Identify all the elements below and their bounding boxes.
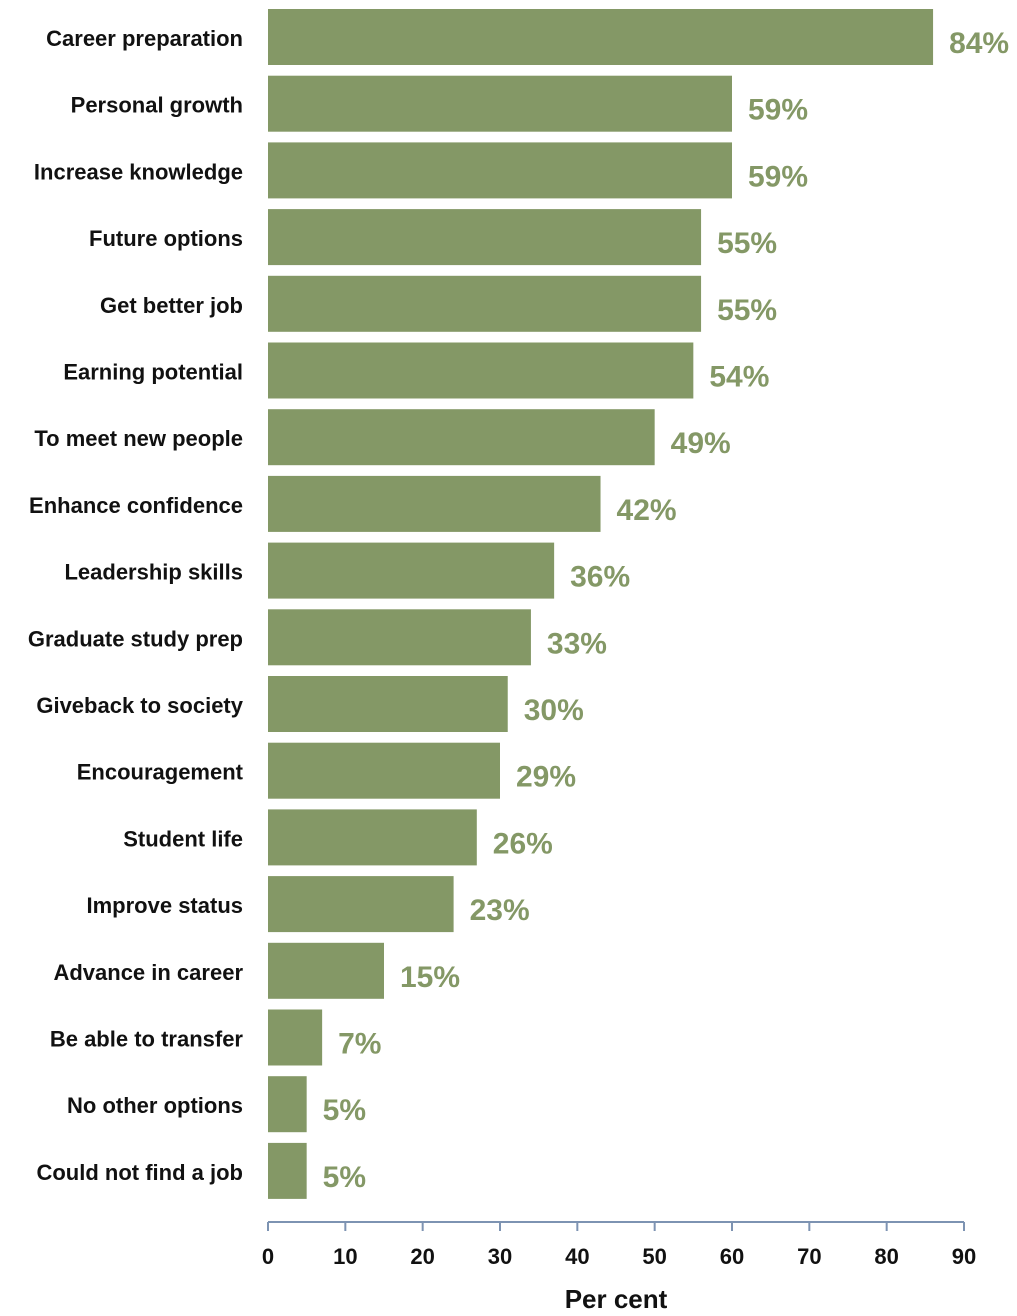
data-label: 26% (493, 827, 553, 860)
category-label: Increase knowledge (34, 159, 243, 184)
category-label: Student life (123, 826, 243, 851)
bar (268, 409, 655, 466)
category-label: Enhance confidence (29, 493, 243, 518)
bar (268, 142, 732, 199)
data-label: 55% (717, 294, 777, 327)
category-label: No other options (67, 1093, 243, 1118)
data-label: 55% (717, 227, 777, 260)
data-label: 36% (570, 561, 630, 594)
category-label: Could not find a job (36, 1160, 243, 1185)
category-labels: Career preparation Personal growth Increas… (28, 26, 244, 1185)
x-tick-label: 20 (410, 1244, 434, 1269)
data-label: 5% (323, 1094, 366, 1127)
category-label: Future options (89, 226, 243, 251)
x-tick-label: 0 (262, 1244, 274, 1269)
category-label: To meet new people (34, 426, 243, 451)
category-label: Encouragement (77, 760, 244, 785)
data-label: 59% (748, 160, 808, 193)
category-label: Career preparation (46, 26, 243, 51)
data-label: 54% (709, 361, 769, 394)
bar (268, 1142, 307, 1199)
data-label: 59% (748, 94, 808, 127)
x-tick-label: 70 (797, 1244, 821, 1269)
bar (268, 275, 702, 332)
bar (268, 9, 934, 65)
x-axis-ticks: 0 10 20 30 40 50 60 70 80 90 (262, 1222, 976, 1269)
data-label: 49% (671, 427, 731, 460)
category-label: Personal growth (71, 93, 243, 118)
x-axis-title: Per cent (565, 1284, 668, 1314)
bar (268, 475, 601, 532)
category-label: Graduate study prep (28, 626, 243, 651)
bar (268, 1076, 307, 1133)
data-label: 29% (516, 761, 576, 794)
x-tick-label: 50 (642, 1244, 666, 1269)
bars-group (268, 9, 934, 1199)
category-label: Earning potential (63, 360, 243, 385)
bar (268, 542, 555, 599)
value-labels: 84% 59% 59% 55% 55% 54% 49% 42% 36% 33% 30% 29% 26% 2… (323, 27, 1009, 1194)
x-tick-label: 80 (874, 1244, 898, 1269)
data-label: 7% (338, 1028, 381, 1061)
category-label: Get better job (100, 293, 243, 318)
bar (268, 209, 702, 266)
category-label: Advance in career (53, 960, 243, 985)
bar (268, 942, 384, 999)
data-label: 23% (470, 894, 530, 927)
bar (268, 876, 454, 933)
x-axis: 0 10 20 30 40 50 60 70 80 90 (262, 1221, 976, 1269)
data-label: 84% (949, 27, 1009, 60)
category-label: Improve status (87, 893, 244, 918)
bar (268, 1009, 323, 1066)
x-tick-label: 10 (333, 1244, 357, 1269)
x-tick-label: 30 (488, 1244, 512, 1269)
bar (268, 742, 500, 799)
category-label: Giveback to society (36, 693, 243, 718)
bar (268, 809, 477, 866)
x-tick-label: 40 (565, 1244, 589, 1269)
bar (268, 75, 732, 132)
x-tick-label: 90 (952, 1244, 976, 1269)
data-label: 30% (524, 694, 584, 727)
data-label: 42% (617, 494, 677, 527)
data-label: 15% (400, 961, 460, 994)
x-tick-label: 60 (720, 1244, 744, 1269)
bar (268, 342, 694, 399)
bar (268, 676, 508, 732)
category-label: Be able to transfer (50, 1027, 244, 1052)
category-label: Leadership skills (64, 560, 243, 585)
data-label: 5% (323, 1161, 366, 1194)
data-label: 33% (547, 627, 607, 660)
bar (268, 609, 531, 666)
